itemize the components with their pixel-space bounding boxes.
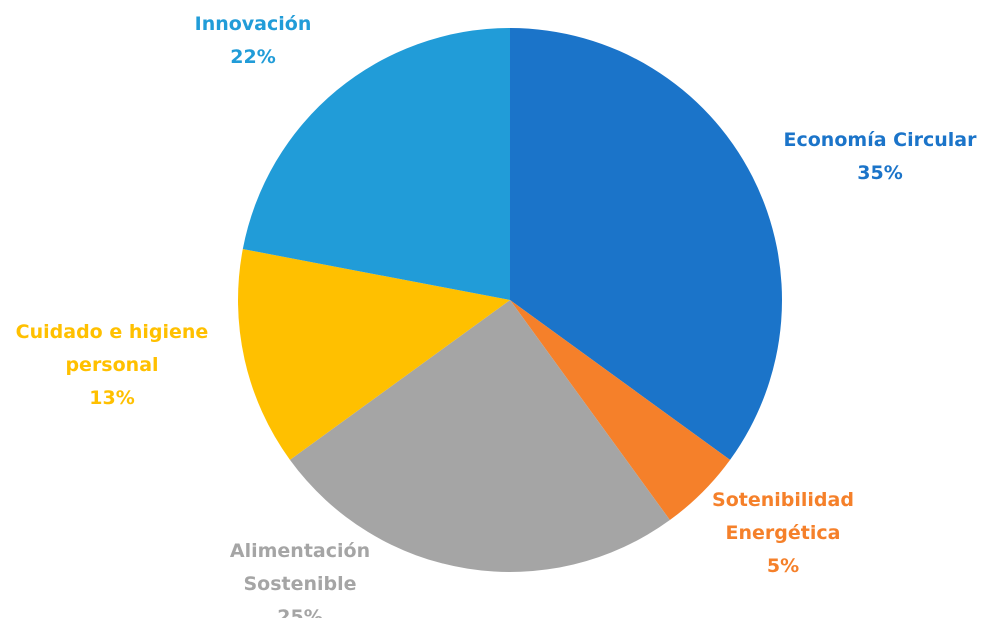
value-label: 5% <box>766 555 800 577</box>
category-label: Cuidado e higiene personal <box>15 321 209 376</box>
slice-label: Sotenibilidad Energética 5% <box>698 484 868 583</box>
value-label: 25% <box>277 606 323 618</box>
category-label: Sotenibilidad Energética <box>712 489 854 544</box>
category-label: Economía Circular <box>783 129 977 151</box>
pie-slice <box>510 28 782 460</box>
category-label: Innovación <box>194 13 312 35</box>
pie-slice <box>289 300 670 572</box>
value-label: 22% <box>230 46 276 68</box>
pie-slice <box>510 300 731 521</box>
slice-label: Economía Circular 35% <box>750 124 985 190</box>
pie-slice <box>242 28 510 300</box>
slice-label: Cuidado e higiene personal 13% <box>0 316 227 415</box>
pie-slice <box>238 249 510 460</box>
slice-label: Innovación 22% <box>153 8 353 74</box>
category-label: Alimentación Sostenible <box>229 540 371 595</box>
value-label: 13% <box>89 387 135 409</box>
value-label: 35% <box>857 162 903 184</box>
slice-label: Alimentación Sostenible 25% <box>215 535 385 618</box>
